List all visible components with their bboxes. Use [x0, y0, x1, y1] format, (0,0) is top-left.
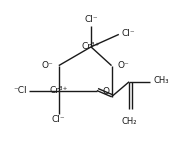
Text: Cr³⁺: Cr³⁺ — [82, 42, 100, 51]
Text: CH₃: CH₃ — [154, 76, 170, 85]
Text: O⁻: O⁻ — [117, 61, 129, 70]
Text: Cr³⁺: Cr³⁺ — [50, 86, 68, 95]
Text: Cl⁻: Cl⁻ — [84, 15, 98, 24]
Text: CH₂: CH₂ — [121, 117, 137, 126]
Text: Cl⁻: Cl⁻ — [122, 29, 135, 38]
Text: Cl⁻: Cl⁻ — [52, 116, 66, 124]
Text: O: O — [103, 87, 110, 96]
Text: O⁻: O⁻ — [41, 61, 53, 70]
Text: ⁻Cl: ⁻Cl — [13, 86, 26, 95]
